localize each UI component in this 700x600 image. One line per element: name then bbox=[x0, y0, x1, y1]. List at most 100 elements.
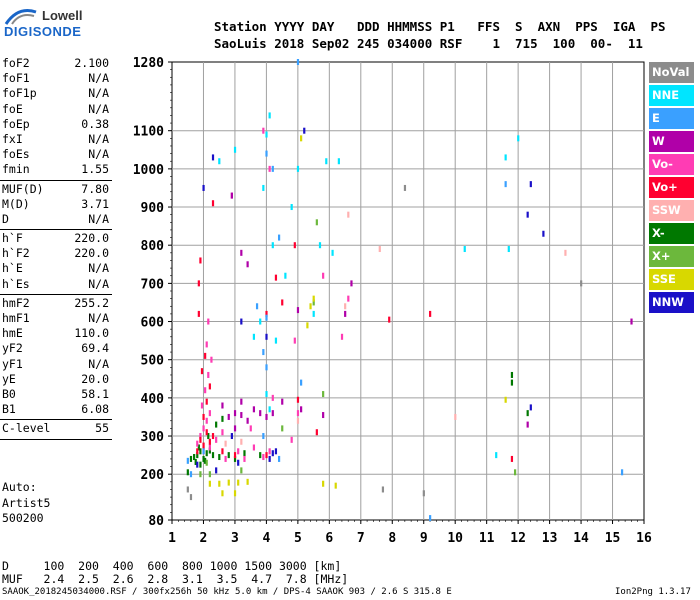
echo-point bbox=[315, 429, 318, 436]
echo-point bbox=[202, 442, 205, 449]
echo-point bbox=[274, 448, 278, 455]
echo-point bbox=[334, 482, 337, 489]
param-name: h`Es bbox=[2, 276, 30, 291]
param-value: 220.0 bbox=[74, 246, 109, 261]
echo-point bbox=[205, 459, 208, 466]
echo-point bbox=[284, 272, 287, 279]
legend-item: X+ bbox=[649, 246, 694, 267]
echo-point bbox=[300, 379, 303, 386]
echo-point bbox=[340, 333, 344, 340]
echo-point bbox=[221, 429, 224, 436]
echo-point bbox=[265, 131, 268, 138]
legend-item: Vo+ bbox=[649, 177, 694, 198]
param-value: 255.2 bbox=[74, 295, 109, 310]
echo-point bbox=[309, 303, 312, 310]
echo-point bbox=[504, 154, 507, 161]
param-name: D bbox=[2, 211, 9, 226]
param-row: M(D) 3.71 bbox=[0, 197, 112, 212]
param-name: MUF(D) bbox=[2, 181, 44, 196]
param-value: 3.71 bbox=[81, 196, 109, 211]
echo-point bbox=[205, 429, 208, 436]
echo-point bbox=[196, 440, 199, 447]
echo-point bbox=[630, 318, 633, 325]
echo-point bbox=[246, 478, 249, 485]
echo-point bbox=[246, 417, 249, 424]
echo-point bbox=[215, 467, 218, 474]
param-row: MUF(D) 7.80 bbox=[0, 182, 112, 197]
echo-point bbox=[318, 242, 322, 249]
echo-point bbox=[211, 433, 215, 440]
legend-item: NNW bbox=[649, 292, 694, 313]
polarization-legend: NoVal NNE E W Vo- Vo+ SSW X- X+ SSE NNW bbox=[649, 62, 694, 315]
echo-point bbox=[200, 368, 204, 375]
param-row: B0 58.1 bbox=[0, 387, 112, 402]
echo-point bbox=[230, 192, 233, 199]
echo-point bbox=[271, 450, 274, 457]
legend-item: NoVal bbox=[649, 62, 694, 83]
echo-point bbox=[510, 379, 514, 386]
echo-point bbox=[265, 333, 268, 340]
x-tick-label: 16 bbox=[636, 531, 652, 546]
param-row: foF1 N/A bbox=[0, 71, 112, 86]
echo-point bbox=[504, 396, 507, 403]
echo-point bbox=[388, 316, 391, 323]
param-separator bbox=[0, 419, 112, 421]
antenna-logo-icon bbox=[4, 9, 37, 25]
auto-code: 500200 bbox=[2, 511, 44, 525]
param-value: N/A bbox=[88, 71, 109, 86]
y-tick-label: 80 bbox=[148, 514, 164, 529]
echo-point bbox=[200, 402, 204, 409]
param-value: 2.100 bbox=[74, 56, 109, 70]
echo-point bbox=[510, 455, 514, 462]
echo-point bbox=[205, 450, 208, 457]
param-name: hmF1 bbox=[2, 311, 30, 325]
param-row: C-level 55 bbox=[0, 421, 112, 436]
param-row: hmE 110.0 bbox=[0, 326, 112, 341]
echo-point bbox=[215, 421, 218, 428]
auto-artist: Artist5 bbox=[2, 495, 51, 510]
param-name: fmin bbox=[2, 162, 30, 177]
echo-point bbox=[262, 349, 265, 356]
echo-point bbox=[268, 406, 271, 413]
echo-point bbox=[221, 402, 224, 409]
echo-point bbox=[265, 452, 268, 459]
echo-point bbox=[507, 246, 510, 253]
y-tick-label: 800 bbox=[141, 239, 165, 254]
echo-point bbox=[347, 295, 350, 302]
echo-point bbox=[211, 154, 215, 161]
echo-point bbox=[312, 295, 315, 302]
echo-point bbox=[249, 425, 252, 432]
file-info: SAAOK_2018245034000.RSF / 300fx256h 50 k… bbox=[2, 587, 452, 597]
param-row: B1 6.08 bbox=[0, 402, 112, 417]
x-tick-label: 10 bbox=[447, 531, 463, 546]
param-row: foF2 2.100 bbox=[0, 56, 112, 71]
echo-point bbox=[189, 455, 193, 462]
echo-point bbox=[237, 479, 240, 486]
echo-point bbox=[429, 515, 432, 522]
echo-point bbox=[322, 412, 325, 419]
echo-point bbox=[233, 146, 237, 153]
echo-point bbox=[296, 410, 300, 417]
echo-point bbox=[262, 127, 265, 134]
param-value: N/A bbox=[88, 147, 109, 162]
legend-item: E bbox=[649, 108, 694, 129]
param-name: hmF2 bbox=[2, 295, 30, 310]
echo-point bbox=[620, 469, 624, 476]
param-name: B0 bbox=[2, 386, 16, 401]
param-value: 58.1 bbox=[81, 386, 109, 401]
echo-point bbox=[271, 242, 274, 249]
param-name: yF2 bbox=[2, 341, 23, 356]
echo-point bbox=[252, 333, 256, 340]
echo-point bbox=[429, 310, 432, 317]
x-tick-label: 4 bbox=[262, 531, 270, 546]
echo-point bbox=[454, 413, 457, 420]
echo-point bbox=[293, 242, 296, 249]
echo-point bbox=[224, 440, 227, 447]
echo-point bbox=[199, 257, 202, 264]
echo-point bbox=[268, 455, 271, 462]
header-values: SaoLuis 2018 Sep02 245 034000 RSF 1 715 … bbox=[214, 36, 643, 51]
header-labels: Station YYYY DAY DDD HHMMSS P1 FFS S AXN… bbox=[214, 19, 666, 34]
echo-point bbox=[463, 246, 466, 253]
echo-point bbox=[207, 433, 210, 440]
echo-point bbox=[306, 322, 309, 329]
